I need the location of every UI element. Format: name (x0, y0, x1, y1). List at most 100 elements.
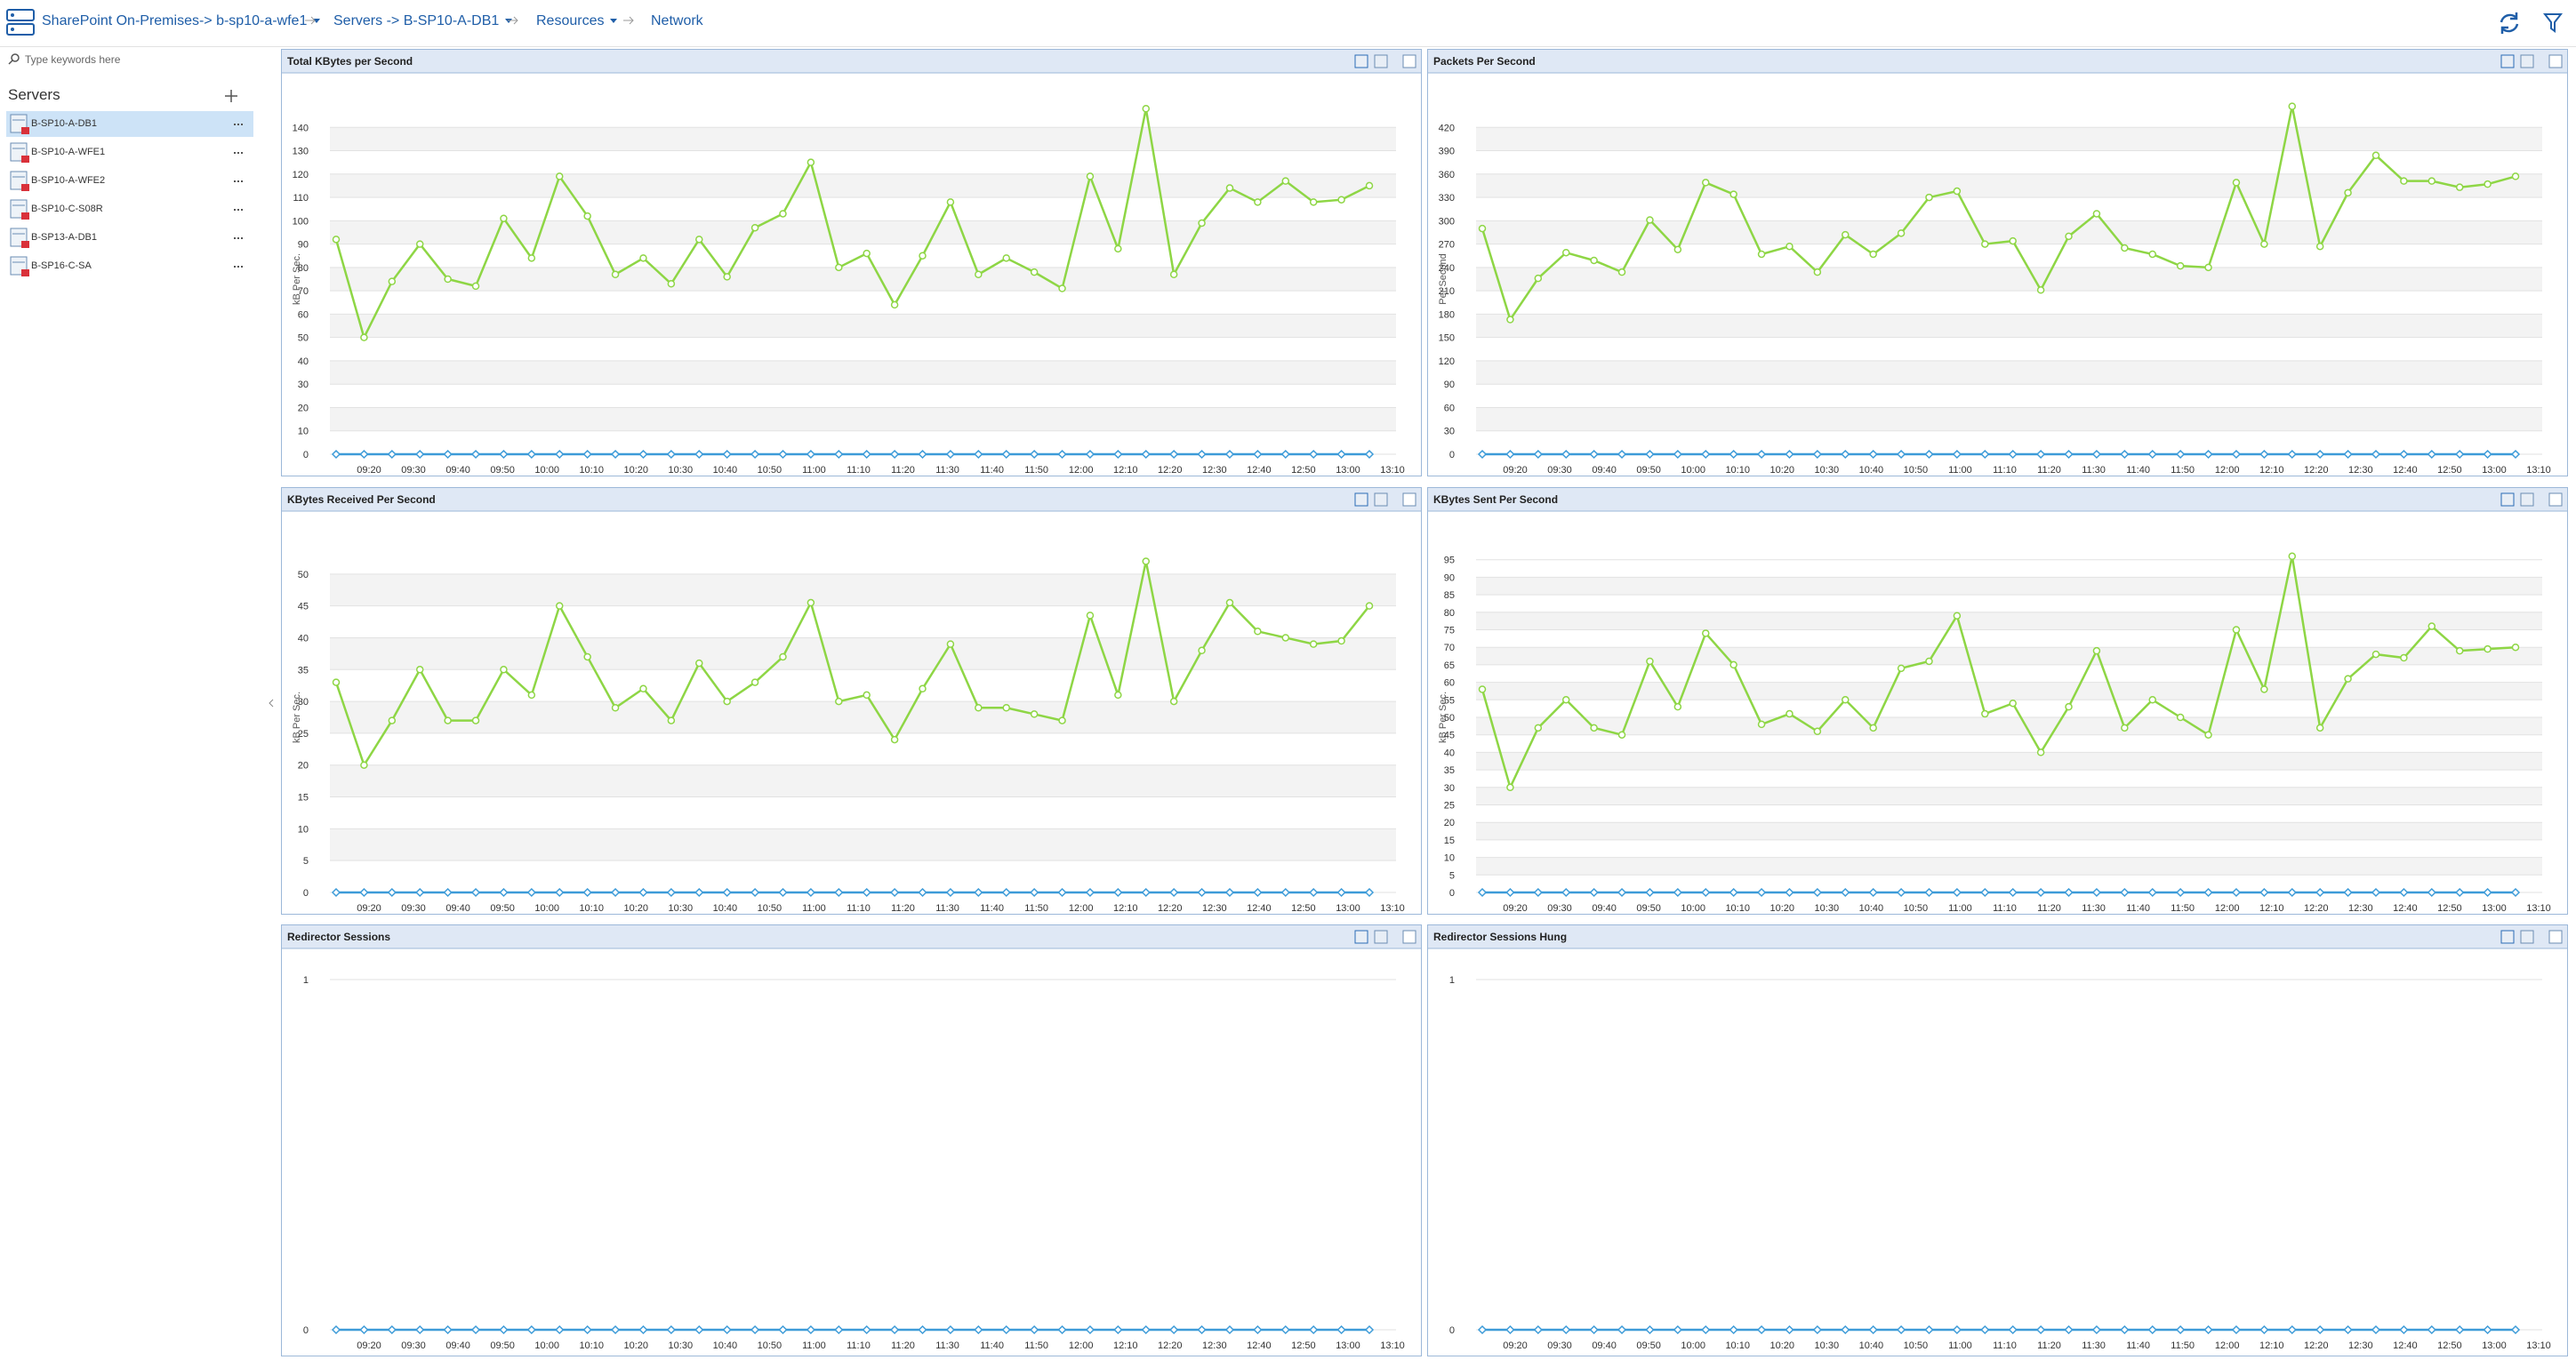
server-icon (10, 199, 29, 220)
data-point (2232, 626, 2241, 634)
x-tick-label: 10:00 (534, 1340, 559, 1351)
panel-button[interactable] (1354, 930, 1368, 944)
data-point (1337, 636, 1345, 645)
x-tick-label: 12:10 (2259, 1340, 2284, 1351)
panel-button[interactable] (1402, 492, 1416, 507)
chart-title: Redirector Sessions Hung (1433, 931, 1567, 943)
data-point (722, 887, 732, 898)
grid-band (330, 267, 1396, 292)
data-point (666, 887, 676, 898)
panel-button[interactable] (2500, 54, 2515, 68)
panel-button[interactable] (1374, 930, 1388, 944)
panel-button[interactable] (1354, 492, 1368, 507)
data-point (611, 270, 620, 278)
data-point (1364, 1324, 1375, 1335)
data-point (359, 887, 369, 898)
data-point (555, 887, 565, 898)
breadcrumb-item[interactable]: Servers -> B-SP10-A-DB1 (333, 13, 513, 29)
refresh-button[interactable] (2497, 11, 2522, 36)
server-item[interactable]: B-SP10-A-DB1 (6, 111, 253, 137)
grid-band (1476, 360, 2542, 385)
x-tick-label: 10:00 (534, 465, 559, 476)
data-point (2259, 1324, 2269, 1335)
collapse-handle[interactable] (269, 699, 274, 708)
panel-button[interactable] (2548, 930, 2563, 944)
panel-button[interactable] (2520, 54, 2534, 68)
x-tick-label: 09:50 (490, 465, 515, 476)
x-tick-label: 09:50 (1636, 1340, 1661, 1351)
more-menu[interactable] (234, 152, 236, 154)
breadcrumb-item[interactable]: Network (651, 13, 703, 28)
panel-button[interactable] (2520, 930, 2534, 944)
data-point (2288, 552, 2297, 561)
more-menu[interactable] (234, 237, 236, 239)
data-point (1336, 449, 1346, 460)
x-tick-label: 10:50 (758, 1340, 782, 1351)
panel-button[interactable] (2548, 492, 2563, 507)
y-tick-label: 130 (293, 147, 309, 157)
server-item[interactable]: B-SP10-A-WFE1 (6, 140, 253, 165)
server-item[interactable]: B-SP16-C-SA (6, 253, 253, 279)
panel-button[interactable] (2548, 54, 2563, 68)
data-point (1224, 1324, 1235, 1335)
y-axis-title: kB Per Sec. (292, 692, 302, 743)
grid-band (330, 407, 1396, 431)
panel-button[interactable] (1402, 54, 1416, 68)
more-menu[interactable] (234, 266, 236, 268)
data-point (1085, 887, 1095, 898)
data-point (1225, 598, 1234, 607)
y-tick-label: 35 (1444, 765, 1455, 776)
chart: KBytes Received Per Second 0 5 10 15 20 25 30 35… (282, 488, 1421, 914)
y-tick-label: 210 (1439, 286, 1455, 297)
data-point (1590, 724, 1598, 732)
breadcrumb-item[interactable]: SharePoint On-Premises-> b-sp10-a-wfe1 (42, 13, 321, 29)
x-tick-label: 10:50 (1904, 465, 1929, 476)
x-tick-label: 12:30 (2348, 465, 2373, 476)
server-item[interactable]: B-SP13-A-DB1 (6, 225, 253, 251)
x-tick-label: 11:00 (802, 1340, 826, 1351)
x-tick-label: 11:20 (891, 465, 915, 476)
panel-header (282, 50, 1421, 73)
x-tick-label: 12:20 (1158, 1340, 1183, 1351)
more-menu[interactable] (234, 180, 236, 182)
data-point (1506, 316, 1514, 324)
data-point (610, 1324, 621, 1335)
server-item[interactable]: B-SP10-C-S08R (6, 196, 253, 222)
grid-band (1476, 267, 2542, 292)
y-tick-label: 390 (1439, 147, 1455, 157)
x-tick-label: 10:10 (1725, 1340, 1750, 1351)
app-icon[interactable] (6, 9, 36, 37)
y-tick-label: 1 (303, 975, 309, 986)
x-tick-label: 10:50 (758, 903, 782, 914)
more-menu[interactable] (234, 209, 236, 211)
x-tick-label: 11:40 (980, 465, 1004, 476)
filter-button[interactable] (2543, 12, 2563, 34)
server-item[interactable]: B-SP10-A-WFE2 (6, 168, 253, 194)
x-tick-label: 12:20 (1158, 465, 1183, 476)
panel-button[interactable] (2520, 492, 2534, 507)
search-input[interactable]: Type keywords here (25, 53, 121, 66)
grid-band (1476, 822, 2542, 840)
panel-button[interactable] (1374, 54, 1388, 68)
x-tick-label: 12:50 (1291, 465, 1316, 476)
breadcrumb-item[interactable]: Resources (536, 13, 618, 29)
data-point (750, 678, 759, 686)
panel-button[interactable] (1374, 492, 1388, 507)
data-point (1057, 887, 1067, 898)
more-menu[interactable] (234, 124, 236, 125)
data-point (2455, 887, 2465, 898)
x-tick-label: 09:40 (1592, 903, 1617, 914)
panel-button[interactable] (1402, 930, 1416, 944)
panel-button[interactable] (1354, 54, 1368, 68)
x-tick-label: 11:40 (2126, 903, 2150, 914)
data-point (2259, 449, 2269, 460)
grid-band (1476, 682, 2542, 700)
data-point (2259, 887, 2269, 898)
x-tick-label: 10:20 (623, 465, 648, 476)
x-tick-label: 11:30 (935, 465, 959, 476)
panel-button[interactable] (2500, 492, 2515, 507)
add-button[interactable] (224, 89, 238, 103)
panel-button[interactable] (2500, 930, 2515, 944)
x-tick-label: 12:50 (2437, 1340, 2462, 1351)
data-point (1280, 887, 1290, 898)
